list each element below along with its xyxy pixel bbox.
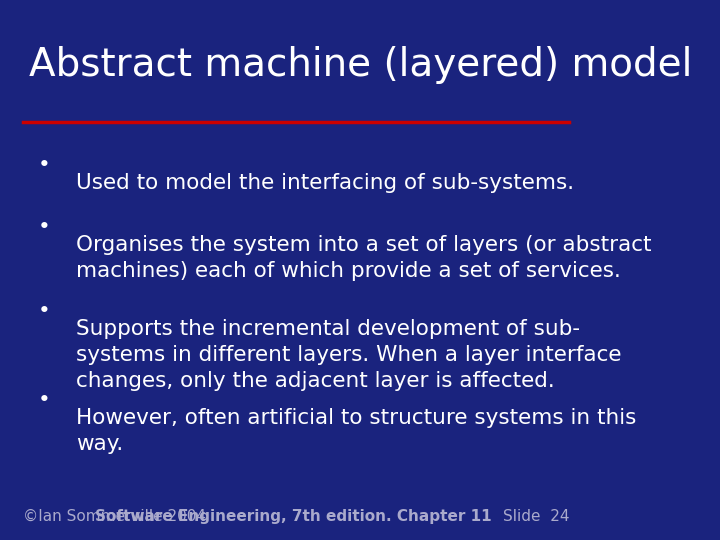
Text: Organises the system into a set of layers (or abstract
machines) each of which p: Organises the system into a set of layer… [76,235,652,281]
Text: •: • [38,389,51,410]
Text: Used to model the interfacing of sub-systems.: Used to model the interfacing of sub-sys… [76,173,575,193]
Text: •: • [38,300,51,321]
Text: Slide  24: Slide 24 [503,509,569,524]
Text: Abstract machine (layered) model: Abstract machine (layered) model [30,46,693,84]
Text: •: • [38,217,51,237]
Text: Supports the incremental development of sub-
systems in different layers. When a: Supports the incremental development of … [76,319,622,392]
Text: •: • [38,154,51,175]
Text: However, often artificial to structure systems in this
way.: However, often artificial to structure s… [76,408,636,454]
Text: ©Ian Sommerville 2004: ©Ian Sommerville 2004 [24,509,207,524]
Text: Software Engineering, 7th edition. Chapter 11: Software Engineering, 7th edition. Chapt… [95,509,492,524]
